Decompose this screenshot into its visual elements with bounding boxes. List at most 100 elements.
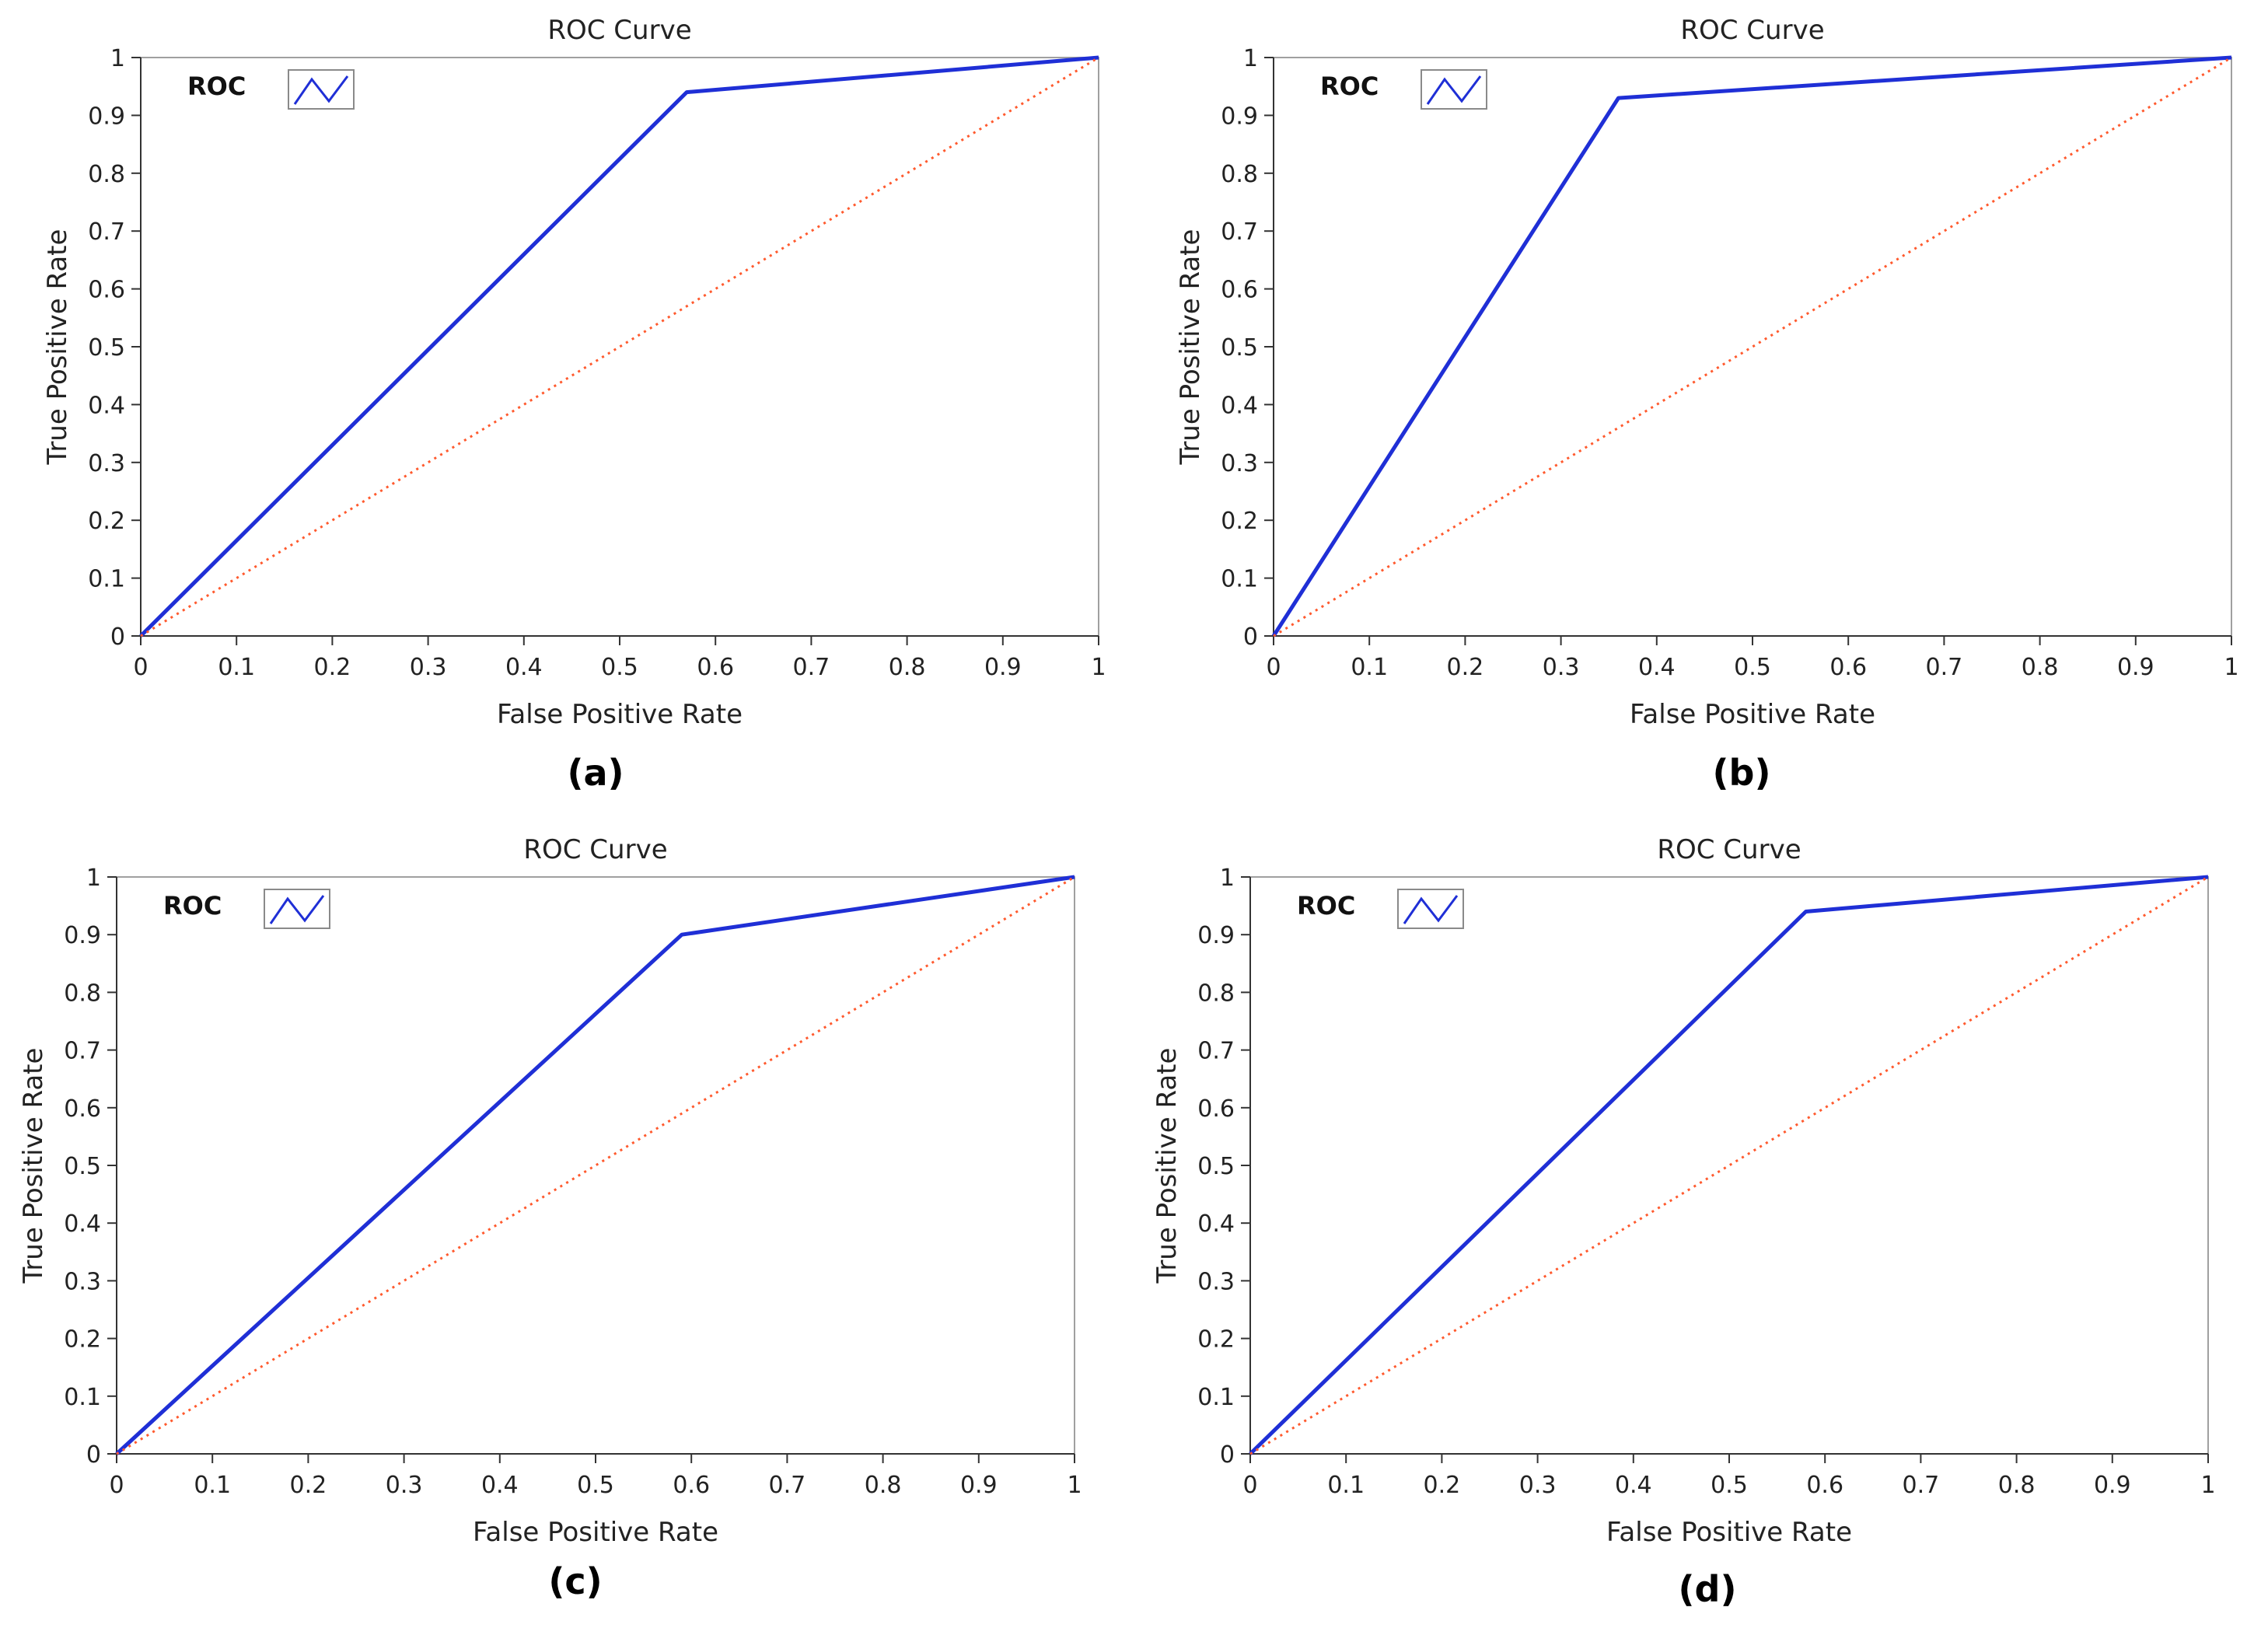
- y-tick-label: 0.2: [1221, 508, 1258, 535]
- plot-frame: [1273, 57, 2232, 637]
- y-tick-label: 0.2: [88, 508, 125, 535]
- line-sample-icon: [269, 895, 325, 924]
- y-tick-label: 0.8: [64, 980, 101, 1007]
- y-tick-label: 0.7: [88, 218, 125, 246]
- x-tick-label: 0.3: [386, 1472, 423, 1499]
- y-tick-label: 0.3: [1197, 1268, 1235, 1295]
- panel-caption: (c): [548, 1560, 602, 1602]
- roc-curve-line: [1249, 875, 2209, 1455]
- x-tick-label: 0.9: [960, 1472, 998, 1499]
- panel-caption: (a): [567, 752, 624, 794]
- legend: ROC: [187, 69, 355, 110]
- x-tick-label: 0: [1266, 654, 1281, 681]
- roc-curve-line: [139, 55, 1099, 638]
- x-tick-label: 1: [2224, 654, 2238, 681]
- x-tick-label: 0.3: [410, 654, 447, 681]
- y-tick-label: 1: [1243, 45, 1258, 72]
- legend: ROC: [163, 889, 330, 929]
- y-tick-label: 1: [110, 45, 125, 72]
- x-tick-label: 0.5: [577, 1472, 614, 1499]
- x-tick-label: 1: [2200, 1472, 2215, 1499]
- y-tick-label: 0.5: [88, 334, 125, 362]
- x-axis-label: False Positive Rate: [1606, 1517, 1852, 1548]
- x-tick-label: 0.1: [194, 1472, 231, 1499]
- y-tick-label: 0.4: [1197, 1211, 1235, 1238]
- x-axis-label: False Positive Rate: [1630, 699, 1875, 730]
- y-tick-label: 0: [110, 624, 125, 651]
- legend: ROC: [1297, 889, 1464, 929]
- y-tick-label: 1: [86, 865, 101, 892]
- y-tick-label: 0.2: [1197, 1326, 1235, 1354]
- y-tick-label: 0.6: [64, 1095, 101, 1123]
- x-tick-label: 0.2: [1424, 1472, 1461, 1499]
- y-tick-label: 0.9: [88, 103, 125, 130]
- y-axis-label: True Positive Rate: [18, 1048, 49, 1284]
- x-tick-label: 0.6: [1806, 1472, 1843, 1499]
- y-tick-label: 0.2: [64, 1326, 101, 1354]
- y-tick-label: 0.1: [1221, 566, 1258, 593]
- y-tick-label: 0.5: [1221, 334, 1258, 362]
- x-tick-label: 0.6: [697, 654, 734, 681]
- y-tick-label: 0.3: [64, 1268, 101, 1295]
- x-tick-label: 0.4: [1638, 654, 1676, 681]
- y-tick-label: 0.3: [88, 450, 125, 477]
- x-tick-label: 0.2: [314, 654, 351, 681]
- y-tick-label: 0.6: [1221, 277, 1258, 304]
- x-tick-label: 0.3: [1543, 654, 1580, 681]
- x-tick-label: 0.2: [1447, 654, 1484, 681]
- y-tick-label: 0.4: [1221, 392, 1258, 419]
- y-tick-label: 0.5: [1197, 1153, 1235, 1180]
- x-tick-label: 0: [133, 654, 148, 681]
- x-tick-label: 0.8: [889, 654, 926, 681]
- chart-title: ROC Curve: [1657, 834, 1801, 865]
- x-tick-label: 0: [1242, 1472, 1257, 1499]
- y-tick-label: 0.8: [1197, 980, 1235, 1007]
- y-axis-label: True Positive Rate: [42, 229, 73, 466]
- chart-title: ROC Curve: [547, 15, 691, 46]
- y-tick-label: 0.6: [1197, 1095, 1235, 1123]
- legend-label: ROC: [1320, 72, 1379, 101]
- legend-label: ROC: [163, 891, 222, 921]
- y-tick-label: 1: [1220, 865, 1235, 892]
- legend-label: ROC: [1297, 891, 1355, 921]
- chart-title: ROC Curve: [523, 834, 667, 865]
- roc-chart-panel: ROC Curve 0 0.1 0.2 0.3 0.4 0.5 0.6 0.7 0.8 0.9 1 0 0…: [42, 15, 1106, 794]
- line-sample-icon: [1403, 895, 1459, 924]
- line-sample-icon: [1426, 75, 1482, 105]
- reference-diagonal-line: [1249, 875, 2209, 1455]
- x-tick-label: 0.4: [481, 1472, 519, 1499]
- y-tick-label: 0.8: [88, 161, 125, 188]
- x-tick-label: 0.5: [1734, 654, 1771, 681]
- panel-caption: (d): [1679, 1568, 1737, 1610]
- y-tick-label: 0: [1220, 1441, 1235, 1469]
- plot-frame: [1249, 876, 2209, 1455]
- x-tick-label: 0.7: [1926, 654, 1963, 681]
- reference-diagonal-line: [140, 56, 1099, 638]
- x-tick-label: 0.6: [673, 1472, 710, 1499]
- x-tick-label: 0.4: [505, 654, 543, 681]
- y-tick-label: 0.7: [64, 1038, 101, 1065]
- x-tick-label: 0.8: [865, 1472, 902, 1499]
- x-tick-label: 1: [1067, 1472, 1082, 1499]
- y-tick-label: 0.7: [1197, 1038, 1235, 1065]
- x-tick-label: 0.9: [984, 654, 1022, 681]
- x-tick-label: 0.1: [1351, 654, 1388, 681]
- x-tick-label: 0: [109, 1472, 124, 1499]
- y-tick-label: 0.1: [64, 1384, 101, 1411]
- roc-curve-line: [115, 875, 1075, 1455]
- y-tick-label: 0.9: [1221, 103, 1258, 130]
- x-tick-label: 1: [1091, 654, 1106, 681]
- x-tick-label: 0.7: [1903, 1472, 1940, 1499]
- legend: ROC: [1320, 69, 1487, 110]
- y-axis-label: True Positive Rate: [1175, 229, 1206, 466]
- panel-caption: (b): [1713, 752, 1771, 794]
- x-tick-label: 0.1: [1327, 1472, 1365, 1499]
- reference-diagonal-line: [116, 875, 1075, 1455]
- line-sample-icon: [293, 75, 349, 105]
- y-tick-label: 0.5: [64, 1153, 101, 1180]
- x-axis-label: False Positive Rate: [497, 699, 743, 730]
- x-tick-label: 0.4: [1615, 1472, 1652, 1499]
- x-tick-label: 0.8: [1998, 1472, 2036, 1499]
- x-tick-label: 0.9: [2117, 654, 2154, 681]
- x-tick-label: 0.6: [1829, 654, 1867, 681]
